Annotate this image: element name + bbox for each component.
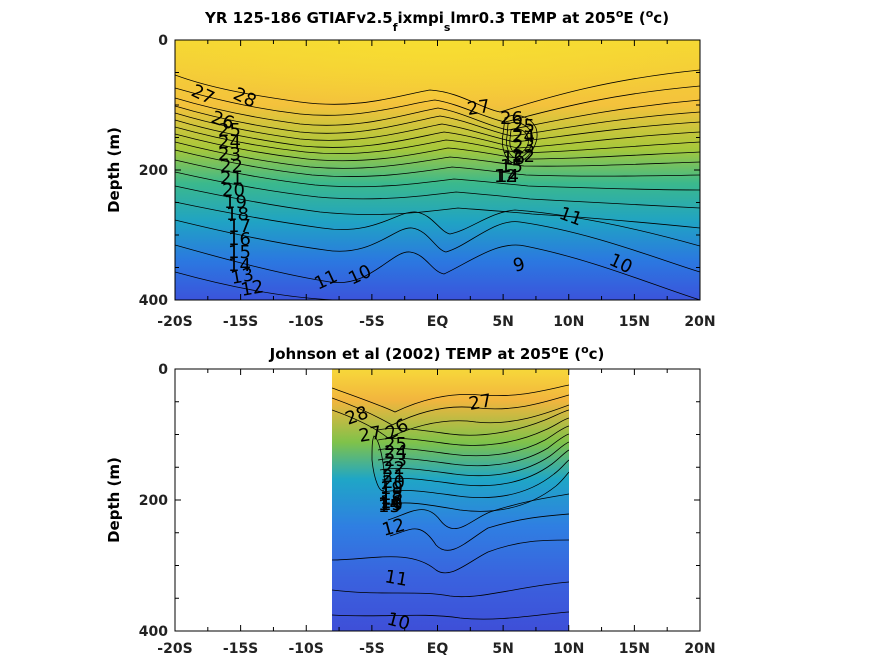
contour-label: 15 bbox=[500, 156, 523, 177]
bottom-panel: Johnson et al (2002) TEMP at 205oE (oc) … bbox=[105, 343, 716, 656]
contour-label: 11 bbox=[383, 566, 409, 591]
contour-label: 22 bbox=[382, 458, 405, 479]
top-panel: YR 125-186 GTIAFv2.5fixmpislmr0.3 TEMP a… bbox=[105, 7, 716, 330]
x-tick-label: EQ bbox=[427, 641, 449, 656]
bottom-x-tick-labels: -20S -15S -10S -5S EQ 5N 10N 15N 20N bbox=[157, 641, 715, 656]
top-title: YR 125-186 GTIAFv2.5fixmpislmr0.3 TEMP a… bbox=[204, 7, 669, 34]
x-tick-label: EQ bbox=[427, 314, 449, 330]
x-tick-label: 5N bbox=[492, 641, 513, 656]
contour-label: 26 bbox=[500, 108, 523, 129]
x-tick-label: -15S bbox=[223, 314, 258, 330]
contour-label: 13 bbox=[229, 264, 255, 289]
contour-label: 24 bbox=[218, 132, 241, 153]
contour-label: 27 bbox=[466, 96, 492, 120]
top-ticks bbox=[174, 39, 701, 301]
contour-label: 20 bbox=[222, 180, 245, 201]
contour-label: 13 bbox=[380, 494, 403, 515]
contour-label: 24 bbox=[384, 442, 407, 463]
contour-label: 27 bbox=[357, 422, 383, 447]
contour-label: 14 bbox=[496, 166, 519, 187]
x-tick-label: -5S bbox=[359, 314, 385, 330]
top-x-tick-labels: -20S -15S -10S -5S EQ 5N 10N 15N 20N bbox=[157, 314, 715, 330]
bottom-contour-labels: 28 27 26 25 24 23 22 21 20 19 18 17 16 1… bbox=[343, 390, 494, 635]
contour-label: 16 bbox=[380, 492, 403, 513]
bottom-ticks bbox=[174, 368, 701, 632]
contour-label: 23 bbox=[512, 136, 535, 157]
y-tick-label: 400 bbox=[139, 624, 168, 640]
x-tick-label: 20N bbox=[684, 314, 715, 330]
contour-label: 25 bbox=[512, 116, 535, 137]
contour-label: 23 bbox=[384, 450, 407, 471]
y-tick-label: 400 bbox=[139, 293, 168, 309]
bottom-plot-area: 28 27 26 25 24 23 22 21 20 19 18 17 16 1… bbox=[332, 369, 569, 635]
contour-label: 18 bbox=[380, 484, 403, 505]
x-tick-label: -10S bbox=[289, 641, 324, 656]
bottom-isotherms bbox=[332, 384, 569, 620]
contour-label: 21 bbox=[382, 466, 405, 487]
x-tick-label: -15S bbox=[223, 641, 258, 656]
contour-label: 12 bbox=[494, 166, 517, 187]
bottom-y-tick-labels: 0 200 400 bbox=[139, 362, 168, 640]
top-isotherms bbox=[175, 69, 700, 300]
top-plot-area: 27 28 26 25 24 23 22 21 20 19 18 17 16 1… bbox=[175, 40, 700, 300]
contour-label: 12 bbox=[239, 276, 265, 301]
contour-label: 16 bbox=[228, 229, 251, 250]
x-tick-label: 5N bbox=[492, 314, 513, 330]
x-tick-label: 15N bbox=[619, 641, 650, 656]
y-tick-label: 0 bbox=[158, 33, 168, 49]
y-tick-label: 200 bbox=[139, 493, 168, 509]
bottom-ylabel: Depth (m) bbox=[105, 457, 123, 543]
top-ylabel: Depth (m) bbox=[105, 127, 123, 213]
contour-label: 9 bbox=[511, 254, 527, 277]
x-tick-label: 15N bbox=[619, 314, 650, 330]
contour-label: 17 bbox=[380, 488, 403, 509]
contour-label: 25 bbox=[218, 120, 241, 141]
x-tick-label: 10N bbox=[553, 641, 584, 656]
contour-label: 23 bbox=[218, 144, 241, 165]
contour-label: 21 bbox=[220, 168, 243, 189]
x-tick-label: 10N bbox=[553, 314, 584, 330]
contour-label: 20 bbox=[382, 472, 405, 493]
x-tick-label: -10S bbox=[289, 314, 324, 330]
contour-label: 22 bbox=[512, 146, 535, 167]
contour-label: 19 bbox=[224, 192, 247, 213]
x-tick-label: -5S bbox=[359, 641, 385, 656]
contour-label: 25 bbox=[384, 434, 407, 455]
contour-label: 24 bbox=[512, 126, 535, 147]
x-tick-label: -20S bbox=[157, 641, 192, 656]
contour-label: 15 bbox=[378, 496, 401, 517]
y-tick-label: 200 bbox=[139, 163, 168, 179]
y-tick-label: 0 bbox=[158, 362, 168, 378]
contour-label: 16 bbox=[502, 148, 525, 169]
top-y-tick-labels: 0 200 400 bbox=[139, 33, 168, 309]
contour-label: 14 bbox=[378, 494, 401, 515]
contour-label: 14 bbox=[228, 255, 251, 276]
x-tick-label: -20S bbox=[157, 314, 192, 330]
x-tick-label: 20N bbox=[684, 641, 715, 656]
contour-label: 19 bbox=[380, 478, 403, 499]
contour-label: 27 bbox=[467, 390, 493, 415]
contour-label: 22 bbox=[220, 156, 243, 177]
contour-label: 17 bbox=[228, 216, 251, 237]
top-contour-labels: 27 28 26 25 24 23 22 21 20 19 18 17 16 1… bbox=[188, 80, 636, 300]
contour-label: 18 bbox=[226, 204, 249, 225]
contour-label: 15 bbox=[228, 242, 251, 263]
bottom-title: Johnson et al (2002) TEMP at 205oE (oc) bbox=[269, 343, 605, 363]
contour-label: 10 bbox=[385, 609, 413, 635]
